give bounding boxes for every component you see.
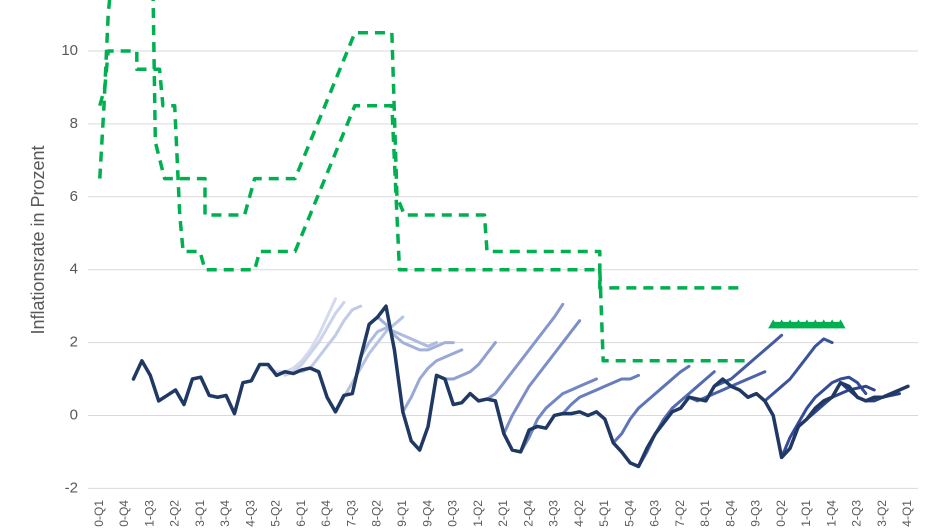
y-tick-label: 6 <box>70 188 78 205</box>
series-line <box>300 304 363 374</box>
x-tick-label: 0-Q2 <box>774 500 788 527</box>
series-line <box>359 326 438 359</box>
x-tick-label: 1-Q3 <box>142 500 156 527</box>
plot-area <box>98 0 910 469</box>
x-tick-label: 0-Q4 <box>117 500 131 527</box>
marker <box>801 319 812 329</box>
series-line <box>131 304 910 469</box>
x-tick-label: 7-Q2 <box>673 500 687 527</box>
y-tick-label: -2 <box>65 479 78 496</box>
x-tick-label: 4-Q1 <box>900 500 914 527</box>
marker <box>835 319 846 329</box>
x-tick-label: 0-Q3 <box>446 500 460 527</box>
x-tick-label: 9-Q1 <box>395 500 409 527</box>
x-tick-label: 9-Q4 <box>420 500 434 527</box>
x-tick-label: 9-Q3 <box>749 500 763 527</box>
marker <box>785 319 796 329</box>
band-line <box>98 0 745 290</box>
x-tick-label: 5-Q1 <box>597 500 611 527</box>
x-tick-label: 3-Q3 <box>547 500 561 527</box>
x-tick-label: 3-Q2 <box>875 500 889 527</box>
marker <box>776 319 787 329</box>
band-line <box>98 49 745 363</box>
series-line <box>485 302 565 401</box>
y-tick-label: 0 <box>70 406 78 423</box>
x-tick-label: 1-Q1 <box>799 500 813 527</box>
y-tick-label: 4 <box>70 261 78 278</box>
series-line <box>561 373 641 416</box>
marker <box>818 319 829 329</box>
x-tick-label: 5-Q2 <box>269 500 283 527</box>
marker <box>793 319 804 329</box>
marker <box>827 319 838 329</box>
series-line <box>763 337 834 403</box>
x-tick-label: 4-Q2 <box>572 500 586 527</box>
y-tick-label: 8 <box>70 115 78 132</box>
series-line <box>435 341 497 381</box>
series-line <box>283 300 346 377</box>
marker <box>768 319 779 329</box>
x-tick-label: 6-Q3 <box>648 500 662 527</box>
x-tick-label: 8-Q4 <box>723 500 737 527</box>
series-line <box>780 375 868 459</box>
x-tick-label: 2-Q3 <box>850 500 864 527</box>
series-line <box>266 297 337 374</box>
series-line <box>637 370 716 468</box>
y-axis-title: Inflationsrate in Prozent <box>28 145 48 334</box>
x-tick-label: 5-Q4 <box>622 500 636 527</box>
x-tick-label: 6-Q4 <box>319 500 333 527</box>
x-tick-label: 6-Q1 <box>294 500 308 527</box>
x-tick-label: 1-Q2 <box>471 500 485 527</box>
y-tick-label: 2 <box>70 334 78 351</box>
x-tick-label: 1-Q4 <box>824 500 838 527</box>
y-tick-label: 10 <box>61 42 78 59</box>
axis-labels: -2 0 2 4 6 8 10 0-Q1 0-Q4 1-Q3 2-Q2 3-Q1 3-Q4 4-Q3 5-Q… <box>61 42 914 527</box>
series-line <box>502 319 582 436</box>
x-tick-label: 2-Q1 <box>496 500 510 527</box>
x-tick-label: 2-Q2 <box>168 500 182 527</box>
series-line <box>611 364 691 445</box>
x-tick-label: 0-Q1 <box>92 500 106 527</box>
x-tick-label: 4-Q3 <box>243 500 257 527</box>
marker <box>810 319 821 329</box>
x-tick-label: 8-Q2 <box>370 500 384 527</box>
x-tick-label: 3-Q1 <box>193 500 207 527</box>
x-tick-label: 8-Q1 <box>698 500 712 527</box>
series-line <box>401 348 464 414</box>
x-tick-label: 2-Q4 <box>521 500 535 527</box>
x-tick-label: 7-Q3 <box>344 500 358 527</box>
x-tick-label: 3-Q4 <box>218 500 232 527</box>
